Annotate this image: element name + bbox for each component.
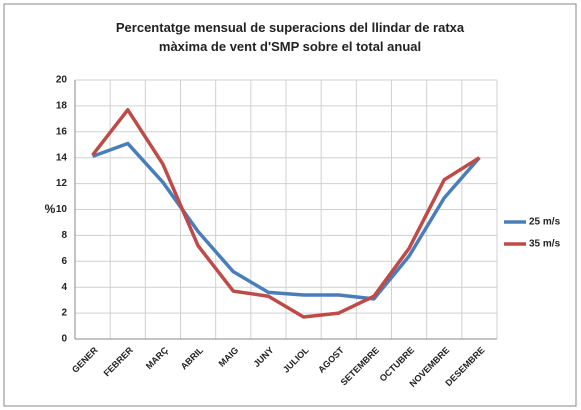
y-tick-label: 14 [56, 152, 68, 163]
chart-title: Percentatge mensual de superacions del l… [115, 20, 465, 54]
series-line [91, 141, 481, 301]
y-tick-label: 0 [61, 334, 67, 345]
y-tick-label: 8 [61, 230, 67, 241]
y-tick-label: 18 [56, 101, 68, 112]
y-tick-label: 16 [56, 126, 68, 137]
y-tick-label: 20 [56, 75, 68, 86]
y-tick-label: 6 [61, 256, 67, 267]
y-tick-label: 12 [56, 178, 68, 189]
y-tick-label: 4 [61, 282, 67, 293]
series-line [91, 108, 481, 319]
legend-label: 35 m/s [529, 239, 561, 250]
y-tick-label: 10 [56, 204, 68, 215]
y-tick-label: 2 [61, 308, 67, 319]
y-axis-label: % [45, 202, 56, 216]
chart-frame [3, 3, 577, 407]
legend-label: 25 m/s [529, 217, 561, 228]
